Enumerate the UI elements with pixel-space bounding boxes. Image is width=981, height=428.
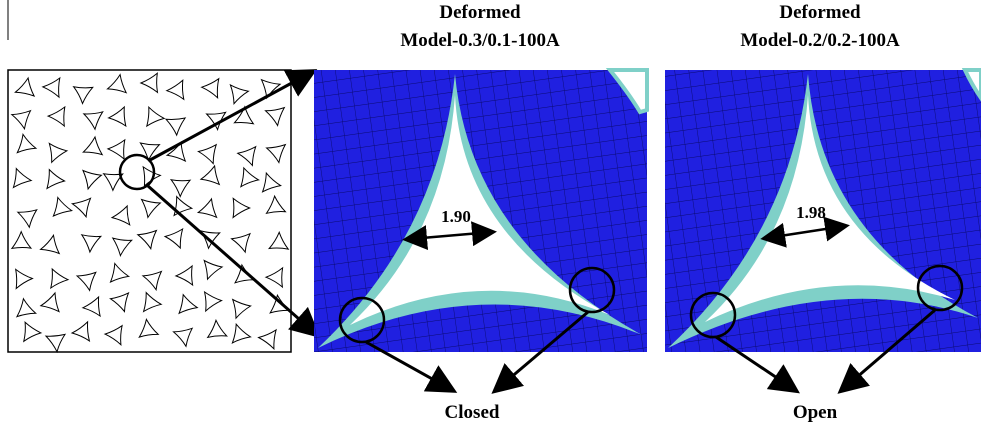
panel-title: Deformed — [779, 2, 861, 23]
overview-panel — [8, 70, 291, 352]
gap-label: 1.98 — [796, 203, 826, 222]
panel-subtitle: Model-0.2/0.2-100A — [740, 30, 900, 51]
figure: 1.90 Deformed Model-0.3/0.1-100A Closed … — [0, 0, 981, 428]
page: {"panels": [ {"title": "Deformed", "subt… — [0, 0, 981, 428]
panel-subtitle: Model-0.3/0.1-100A — [400, 30, 560, 51]
state-label: Closed — [445, 402, 500, 423]
gap-label: 1.90 — [441, 207, 471, 226]
panel-title: Deformed — [439, 2, 521, 23]
state-label: Open — [793, 402, 838, 423]
